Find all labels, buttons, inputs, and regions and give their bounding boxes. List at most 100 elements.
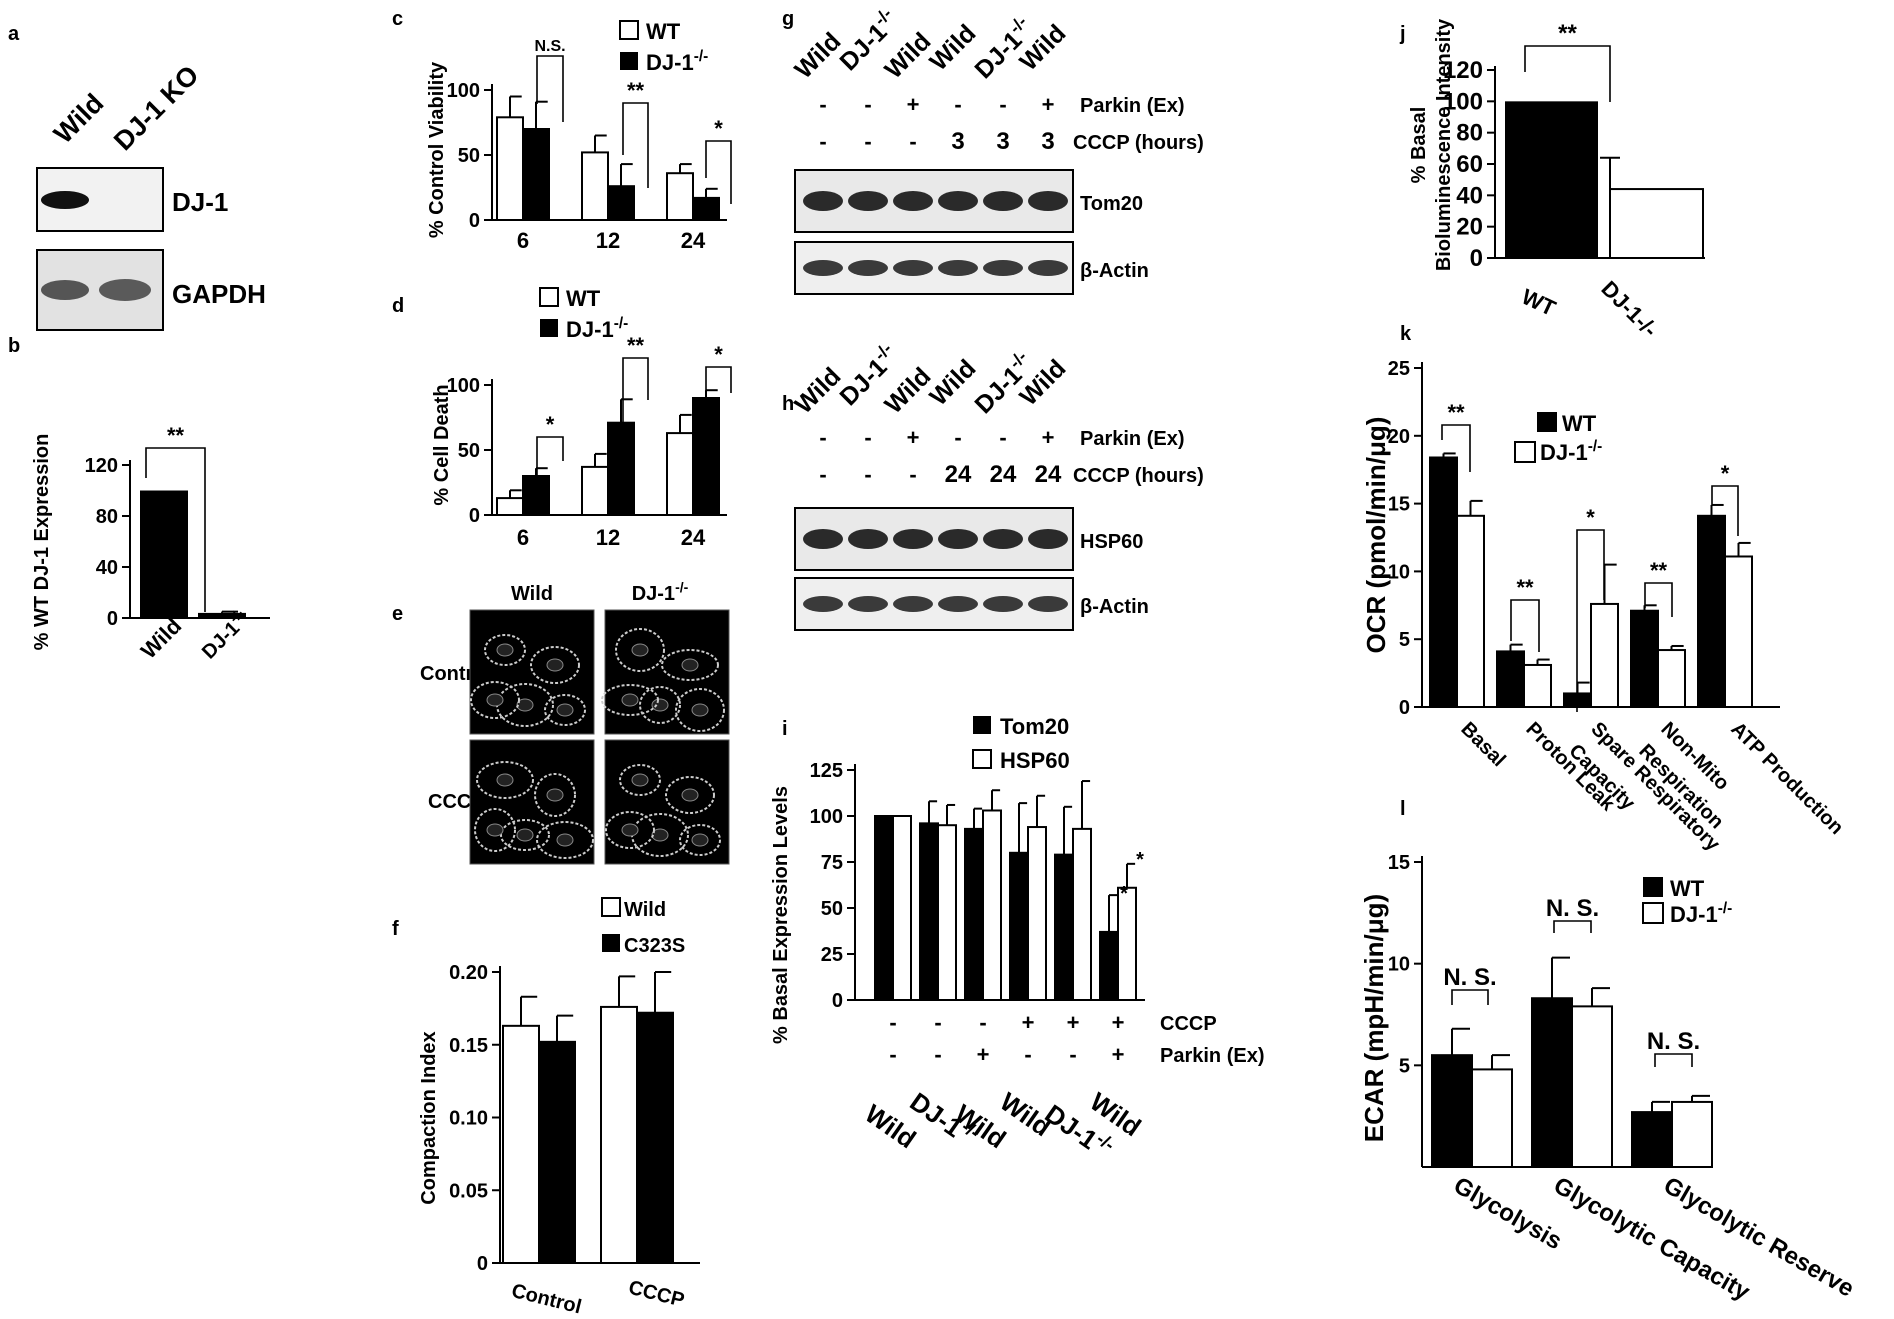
panel-letter-a: a <box>8 23 20 45</box>
treatment-sign: + <box>1112 1042 1125 1067</box>
cell <box>675 688 725 732</box>
cell <box>615 628 665 672</box>
cell <box>536 821 594 859</box>
panel-letter-d: d <box>392 295 404 317</box>
chart-l <box>1431 997 1713 1169</box>
band <box>1028 260 1068 276</box>
bar <box>1531 997 1573 1168</box>
band <box>99 279 151 301</box>
treatment-sign: + <box>1042 92 1055 117</box>
treatment-sign: + <box>907 92 920 117</box>
treatment-sign: + <box>1067 1010 1080 1035</box>
legend-label: Wild <box>624 899 666 921</box>
x-tick-label: Glycolytic Reserve <box>1659 1172 1859 1303</box>
band <box>893 529 933 549</box>
nucleus <box>681 658 699 672</box>
y-tick-label: 60 <box>1456 151 1483 178</box>
y-tick-label: 20 <box>1388 426 1410 448</box>
x-tick-label: 6 <box>517 525 529 550</box>
y-tick-label: 50 <box>821 898 843 920</box>
treatment-sign: - <box>979 1010 986 1035</box>
nucleus <box>516 828 534 842</box>
legend-swatch <box>620 52 638 70</box>
bar <box>1009 851 1029 1001</box>
treatment-sign: - <box>1069 1042 1076 1067</box>
y-tick-label: 0 <box>477 1253 488 1275</box>
significance-label: * <box>546 412 555 437</box>
bar <box>1571 1005 1613 1168</box>
significance-label: * <box>1136 849 1144 871</box>
micrograph <box>601 609 730 735</box>
treatment-sign: 24 <box>945 461 972 488</box>
y-tick-label: 80 <box>96 506 118 528</box>
x-tick-label: DJ-1-/- <box>1596 276 1662 342</box>
band <box>983 260 1023 276</box>
bar <box>496 116 524 221</box>
band <box>803 596 843 612</box>
significance-bracket <box>1553 920 1592 933</box>
band <box>938 596 978 612</box>
column-label: DJ-1-/- <box>632 579 689 605</box>
nucleus <box>681 788 699 802</box>
legend-swatch <box>539 287 559 307</box>
bar <box>666 172 694 221</box>
significance-bracket <box>705 366 732 431</box>
bar <box>964 827 984 1001</box>
nucleus <box>486 693 504 707</box>
panel-letter-f: f <box>392 918 399 940</box>
band <box>983 529 1023 549</box>
treatment-sign: - <box>909 462 916 487</box>
cell <box>601 684 659 716</box>
y-axis-title: ECAR (mpH/min/μg) <box>1359 894 1389 1142</box>
y-axis-title: % Control Viability <box>426 61 448 238</box>
lane-label: DJ-1 KO <box>108 60 205 157</box>
band <box>848 260 888 276</box>
panel-letter-b: b <box>8 335 20 357</box>
bar <box>692 196 720 221</box>
band <box>848 529 888 549</box>
band <box>938 191 978 211</box>
significance-bracket <box>1711 485 1739 536</box>
legend-swatch <box>1642 902 1664 924</box>
significance-bracket <box>1644 582 1673 617</box>
y-tick-label: 5 <box>1399 629 1410 651</box>
bar <box>607 421 635 517</box>
bar <box>1523 663 1552 708</box>
legend-swatch <box>601 897 621 917</box>
significance-label: ** <box>1558 20 1577 47</box>
bar <box>1456 514 1485 709</box>
legend-swatch <box>1514 441 1536 463</box>
cell <box>474 808 516 852</box>
band-label: β-Actin <box>1080 260 1149 282</box>
band-label: DJ-1 <box>172 187 228 217</box>
y-tick-label: 10 <box>1388 561 1410 583</box>
x-tick-label: WT <box>1518 284 1560 321</box>
chart-c <box>496 116 720 221</box>
significance-label: ** <box>1650 558 1668 583</box>
cell <box>500 819 550 851</box>
band <box>1028 191 1068 211</box>
y-tick-label: 120 <box>1443 57 1483 84</box>
cell <box>665 776 715 814</box>
x-tick-label: Glycolytic Capacity <box>1549 1172 1755 1306</box>
y-axis-title: % Cell Death <box>431 384 453 505</box>
chart-f <box>502 1005 674 1264</box>
bar <box>1429 456 1458 708</box>
band <box>848 191 888 211</box>
panel-letter-c: c <box>392 8 403 30</box>
bar <box>636 1011 674 1264</box>
significance-bracket <box>1524 45 1611 102</box>
bar <box>1027 826 1047 1001</box>
bar <box>600 1005 638 1264</box>
cell <box>679 824 721 856</box>
treatment-label: CCCP (hours) <box>1073 465 1204 487</box>
legend-label: C323S <box>624 935 685 957</box>
y-tick-label: 15 <box>1388 494 1410 516</box>
y-tick-label: 20 <box>1456 214 1483 241</box>
significance-bracket <box>1576 529 1605 712</box>
significance-label: ** <box>1516 575 1534 600</box>
micrograph-frame <box>604 739 730 865</box>
treatment-sign: - <box>819 92 826 117</box>
bar <box>1657 649 1686 708</box>
